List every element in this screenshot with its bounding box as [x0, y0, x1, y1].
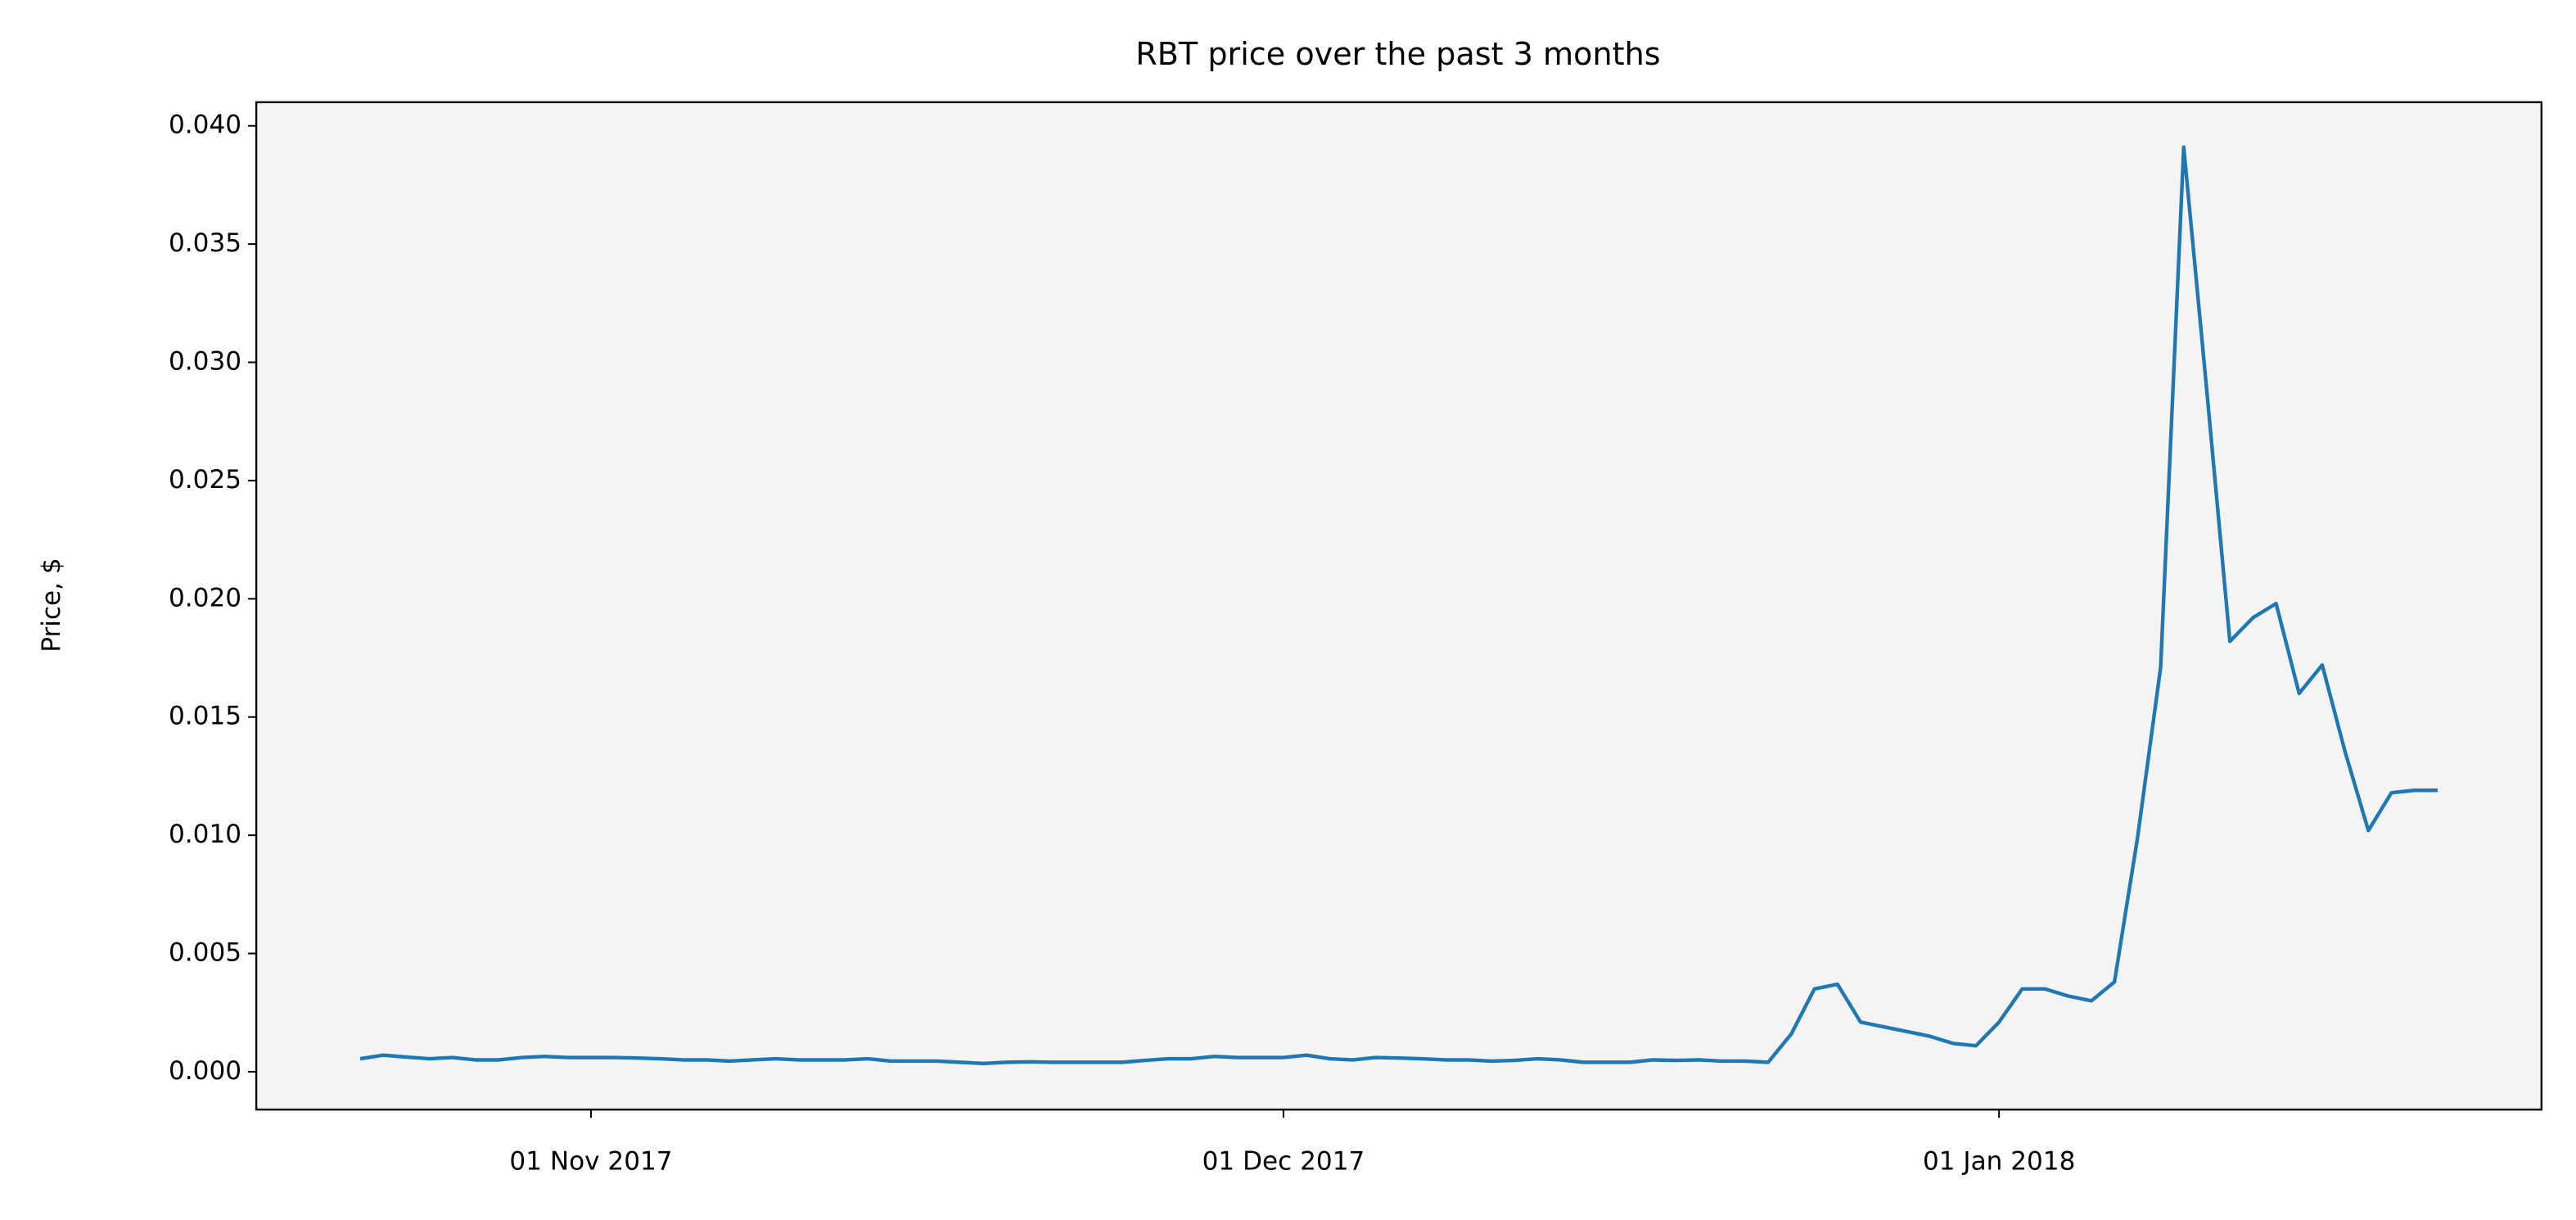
y-tick-label: 0.035: [169, 228, 241, 258]
x-tick-label: 01 Nov 2017: [509, 1146, 672, 1176]
price-line: [359, 145, 2438, 1066]
plot-area: [256, 102, 2542, 1110]
y-axis-label: Price, $: [37, 558, 66, 652]
y-tick-label: 0.000: [169, 1056, 241, 1086]
y-tick-label: 0.040: [169, 111, 241, 140]
y-tick-label: 0.030: [169, 347, 241, 377]
chart-title: RBT price over the past 3 months: [1135, 36, 1660, 72]
y-tick-label: 0.025: [169, 465, 241, 495]
y-tick-label: 0.015: [169, 702, 241, 731]
y-tick-label: 0.005: [169, 938, 241, 968]
plot-frame: [255, 101, 2543, 1111]
x-tick-label: 01 Dec 2017: [1202, 1146, 1365, 1176]
y-tick-label: 0.010: [169, 820, 241, 849]
x-tick-label: 01 Jan 2018: [1923, 1146, 2075, 1176]
y-tick-label: 0.020: [169, 583, 241, 612]
